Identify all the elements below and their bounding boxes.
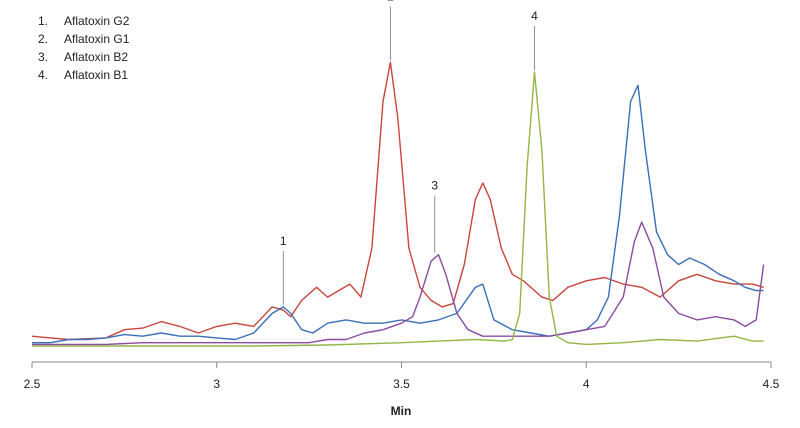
- legend-label: Aflatoxin G1: [64, 32, 130, 46]
- peak-label-4: 4: [531, 9, 538, 23]
- legend-number: 3.: [38, 50, 49, 64]
- legend: 1. Aflatoxin G2 2. Aflatoxin G1 3. Aflatoxin …: [38, 12, 129, 84]
- series-line-3: [32, 221, 765, 346]
- legend-number: 2.: [38, 32, 49, 46]
- legend-label: Aflatoxin G2: [64, 14, 130, 28]
- x-tick-label: 3.5: [393, 377, 410, 391]
- legend-label: Aflatoxin B2: [64, 50, 129, 64]
- legend-number: 4.: [38, 68, 49, 82]
- x-tick-label: 3: [213, 377, 220, 391]
- series-line-1: [31, 61, 764, 341]
- x-tick-label: 4: [583, 377, 590, 391]
- peak-label-3: 3: [431, 179, 438, 193]
- peak-label-2: 2: [387, 0, 394, 3]
- legend-item: 1. Aflatoxin G2: [38, 12, 129, 30]
- x-tick-label: 4.5: [763, 377, 780, 391]
- x-axis-title: Min: [391, 404, 412, 418]
- legend-label: Aflatoxin B1: [64, 68, 129, 82]
- legend-item: 3. Aflatoxin B2: [38, 48, 129, 66]
- legend-number: 1.: [38, 14, 49, 28]
- series-layer: [31, 61, 765, 347]
- peak-label-1: 1: [280, 234, 287, 248]
- legend-item: 2. Aflatoxin G1: [38, 30, 129, 48]
- series-line-4: [32, 71, 764, 347]
- x-tick-layer: 2.5 3 3.5 4 4.5: [24, 362, 780, 391]
- series-line-2: [32, 84, 764, 344]
- peak-label-layer: 1 2 3 4: [280, 0, 538, 305]
- legend-item: 4. Aflatoxin B1: [38, 66, 129, 84]
- x-tick-label: 2.5: [24, 377, 41, 391]
